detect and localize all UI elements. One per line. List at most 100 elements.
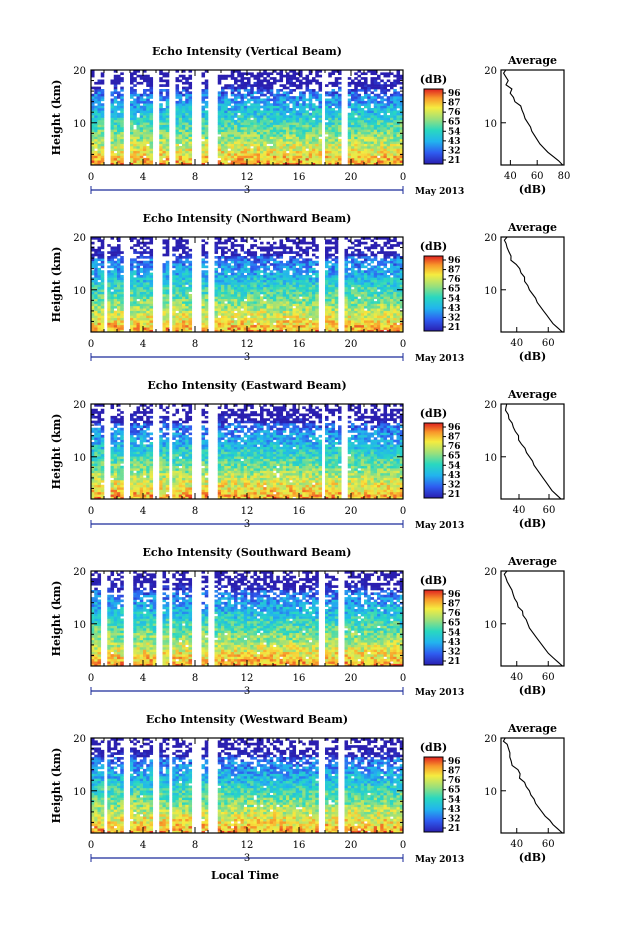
x-tick-label: 16 [293, 506, 306, 517]
x-tick-label: 4 [140, 172, 146, 183]
colorbar-tick-label: 96 [448, 423, 461, 433]
y-axis-label: Height (km) [50, 581, 63, 657]
profile-x-tick-label: 60 [542, 672, 555, 683]
panel-3: Echo Intensity (Eastward Beam) 0 4 8 12 16 20 0… [50, 379, 565, 531]
colorbar-tick-label: 21 [448, 657, 461, 667]
colorbar-tick-label: 96 [448, 757, 461, 767]
y-tick-label: 20 [73, 734, 86, 745]
x-tick-label: 20 [345, 506, 358, 517]
colorbar-tick-label: 21 [448, 323, 461, 333]
colorbar-tick-label: 54 [448, 628, 461, 638]
profile-line [503, 236, 563, 333]
x-tick-label: 0 [400, 339, 406, 350]
colorbar-tick-label: 32 [448, 313, 461, 323]
colorbar [423, 422, 444, 499]
profile-title: Average [507, 722, 557, 735]
profile-y-tick-label: 20 [484, 66, 497, 77]
profile-title: Average [507, 54, 557, 67]
colorbar [423, 255, 444, 332]
colorbar-unit: (dB) [420, 741, 447, 754]
y-tick-label: 20 [73, 66, 86, 77]
colorbar-tick-label: 21 [448, 156, 461, 166]
x-tick-label: 4 [140, 673, 146, 684]
profile-title: Average [507, 388, 557, 401]
panel-title: Echo Intensity (Northward Beam) [143, 212, 352, 225]
x-tick-label: 16 [293, 673, 306, 684]
profile-x-tick-label: 40 [510, 672, 523, 683]
x-tick-label: 0 [88, 673, 94, 684]
profile-line [503, 570, 563, 667]
y-tick-label: 10 [73, 453, 86, 464]
x-tick-label: 8 [192, 840, 198, 851]
colorbar-tick-label: 87 [448, 767, 461, 777]
colorbar-tick-label: 76 [448, 776, 461, 786]
x-tick-label: 0 [400, 840, 406, 851]
day-label: 3 [244, 853, 250, 864]
profile-y-tick-label: 20 [484, 734, 497, 745]
x-tick-label: 4 [140, 506, 146, 517]
y-tick-label: 10 [73, 119, 86, 130]
panel-title: Echo Intensity (Southward Beam) [143, 546, 352, 559]
panel-title: Echo Intensity (Eastward Beam) [147, 379, 346, 392]
profile-x-tick-label: 80 [558, 171, 571, 182]
profile-y-tick-label: 20 [484, 567, 497, 578]
day-label: 3 [244, 352, 250, 363]
panel-5: Echo Intensity (Westward Beam) 0 4 8 12 16 20 0… [50, 713, 565, 865]
x-tick-label: 8 [192, 506, 198, 517]
colorbar-unit: (dB) [420, 574, 447, 587]
day-label: 3 [244, 519, 250, 530]
x-tick-label: 12 [241, 172, 254, 183]
month-year-label: May 2013 [415, 688, 464, 698]
profile-x-tick-label: 60 [542, 839, 555, 850]
colorbar-tick-label: 54 [448, 294, 461, 304]
colorbar-unit: (dB) [420, 407, 447, 420]
profile-y-tick-label: 20 [484, 233, 497, 244]
colorbar-unit: (dB) [420, 73, 447, 86]
y-tick-label: 10 [73, 620, 86, 631]
panel-2: Echo Intensity (Northward Beam) 0 4 8 12 16 20… [50, 212, 565, 364]
y-tick-label: 20 [73, 400, 86, 411]
colorbar-tick-label: 54 [448, 127, 461, 137]
profile-frame [500, 403, 565, 500]
heatmap [91, 70, 404, 166]
profile-x-label: (dB) [519, 517, 546, 530]
profile-x-label: (dB) [519, 183, 546, 196]
profile-y-tick-label: 10 [484, 620, 497, 631]
x-tick-label: 8 [192, 673, 198, 684]
colorbar-tick-label: 87 [448, 99, 461, 109]
profile-frame [500, 570, 565, 667]
profile-x-label: (dB) [519, 684, 546, 697]
colorbar-tick-label: 87 [448, 433, 461, 443]
colorbar-tick-label: 96 [448, 590, 461, 600]
heatmap [91, 404, 404, 500]
y-axis-label: Height (km) [50, 247, 63, 323]
colorbar-tick-label: 76 [448, 609, 461, 619]
x-tick-label: 0 [88, 339, 94, 350]
x-tick-label: 0 [88, 506, 94, 517]
colorbar-tick-label: 32 [448, 647, 461, 657]
month-year-label: May 2013 [415, 855, 464, 865]
colorbar-tick-label: 76 [448, 442, 461, 452]
colorbar-tick-label: 96 [448, 89, 461, 99]
profile-frame [500, 69, 565, 166]
colorbar-tick-label: 87 [448, 600, 461, 610]
y-axis-label: Height (km) [50, 748, 63, 824]
profile-x-tick-label: 60 [531, 171, 544, 182]
profile-x-tick-label: 40 [504, 171, 517, 182]
panel-title: Echo Intensity (Vertical Beam) [152, 45, 342, 58]
colorbar-tick-label: 43 [448, 137, 461, 147]
profile-y-tick-label: 10 [484, 286, 497, 297]
x-tick-label: 8 [192, 172, 198, 183]
y-tick-label: 20 [73, 567, 86, 578]
day-label: 3 [244, 185, 250, 196]
profile-x-tick-label: 40 [510, 839, 523, 850]
colorbar-tick-label: 43 [448, 805, 461, 815]
x-tick-label: 16 [293, 840, 306, 851]
profile-y-tick-label: 10 [484, 119, 497, 130]
colorbar-tick-label: 96 [448, 256, 461, 266]
profile-line [502, 737, 563, 834]
month-year-label: May 2013 [415, 521, 464, 531]
profile-y-tick-label: 10 [484, 453, 497, 464]
x-tick-label: 20 [345, 339, 358, 350]
